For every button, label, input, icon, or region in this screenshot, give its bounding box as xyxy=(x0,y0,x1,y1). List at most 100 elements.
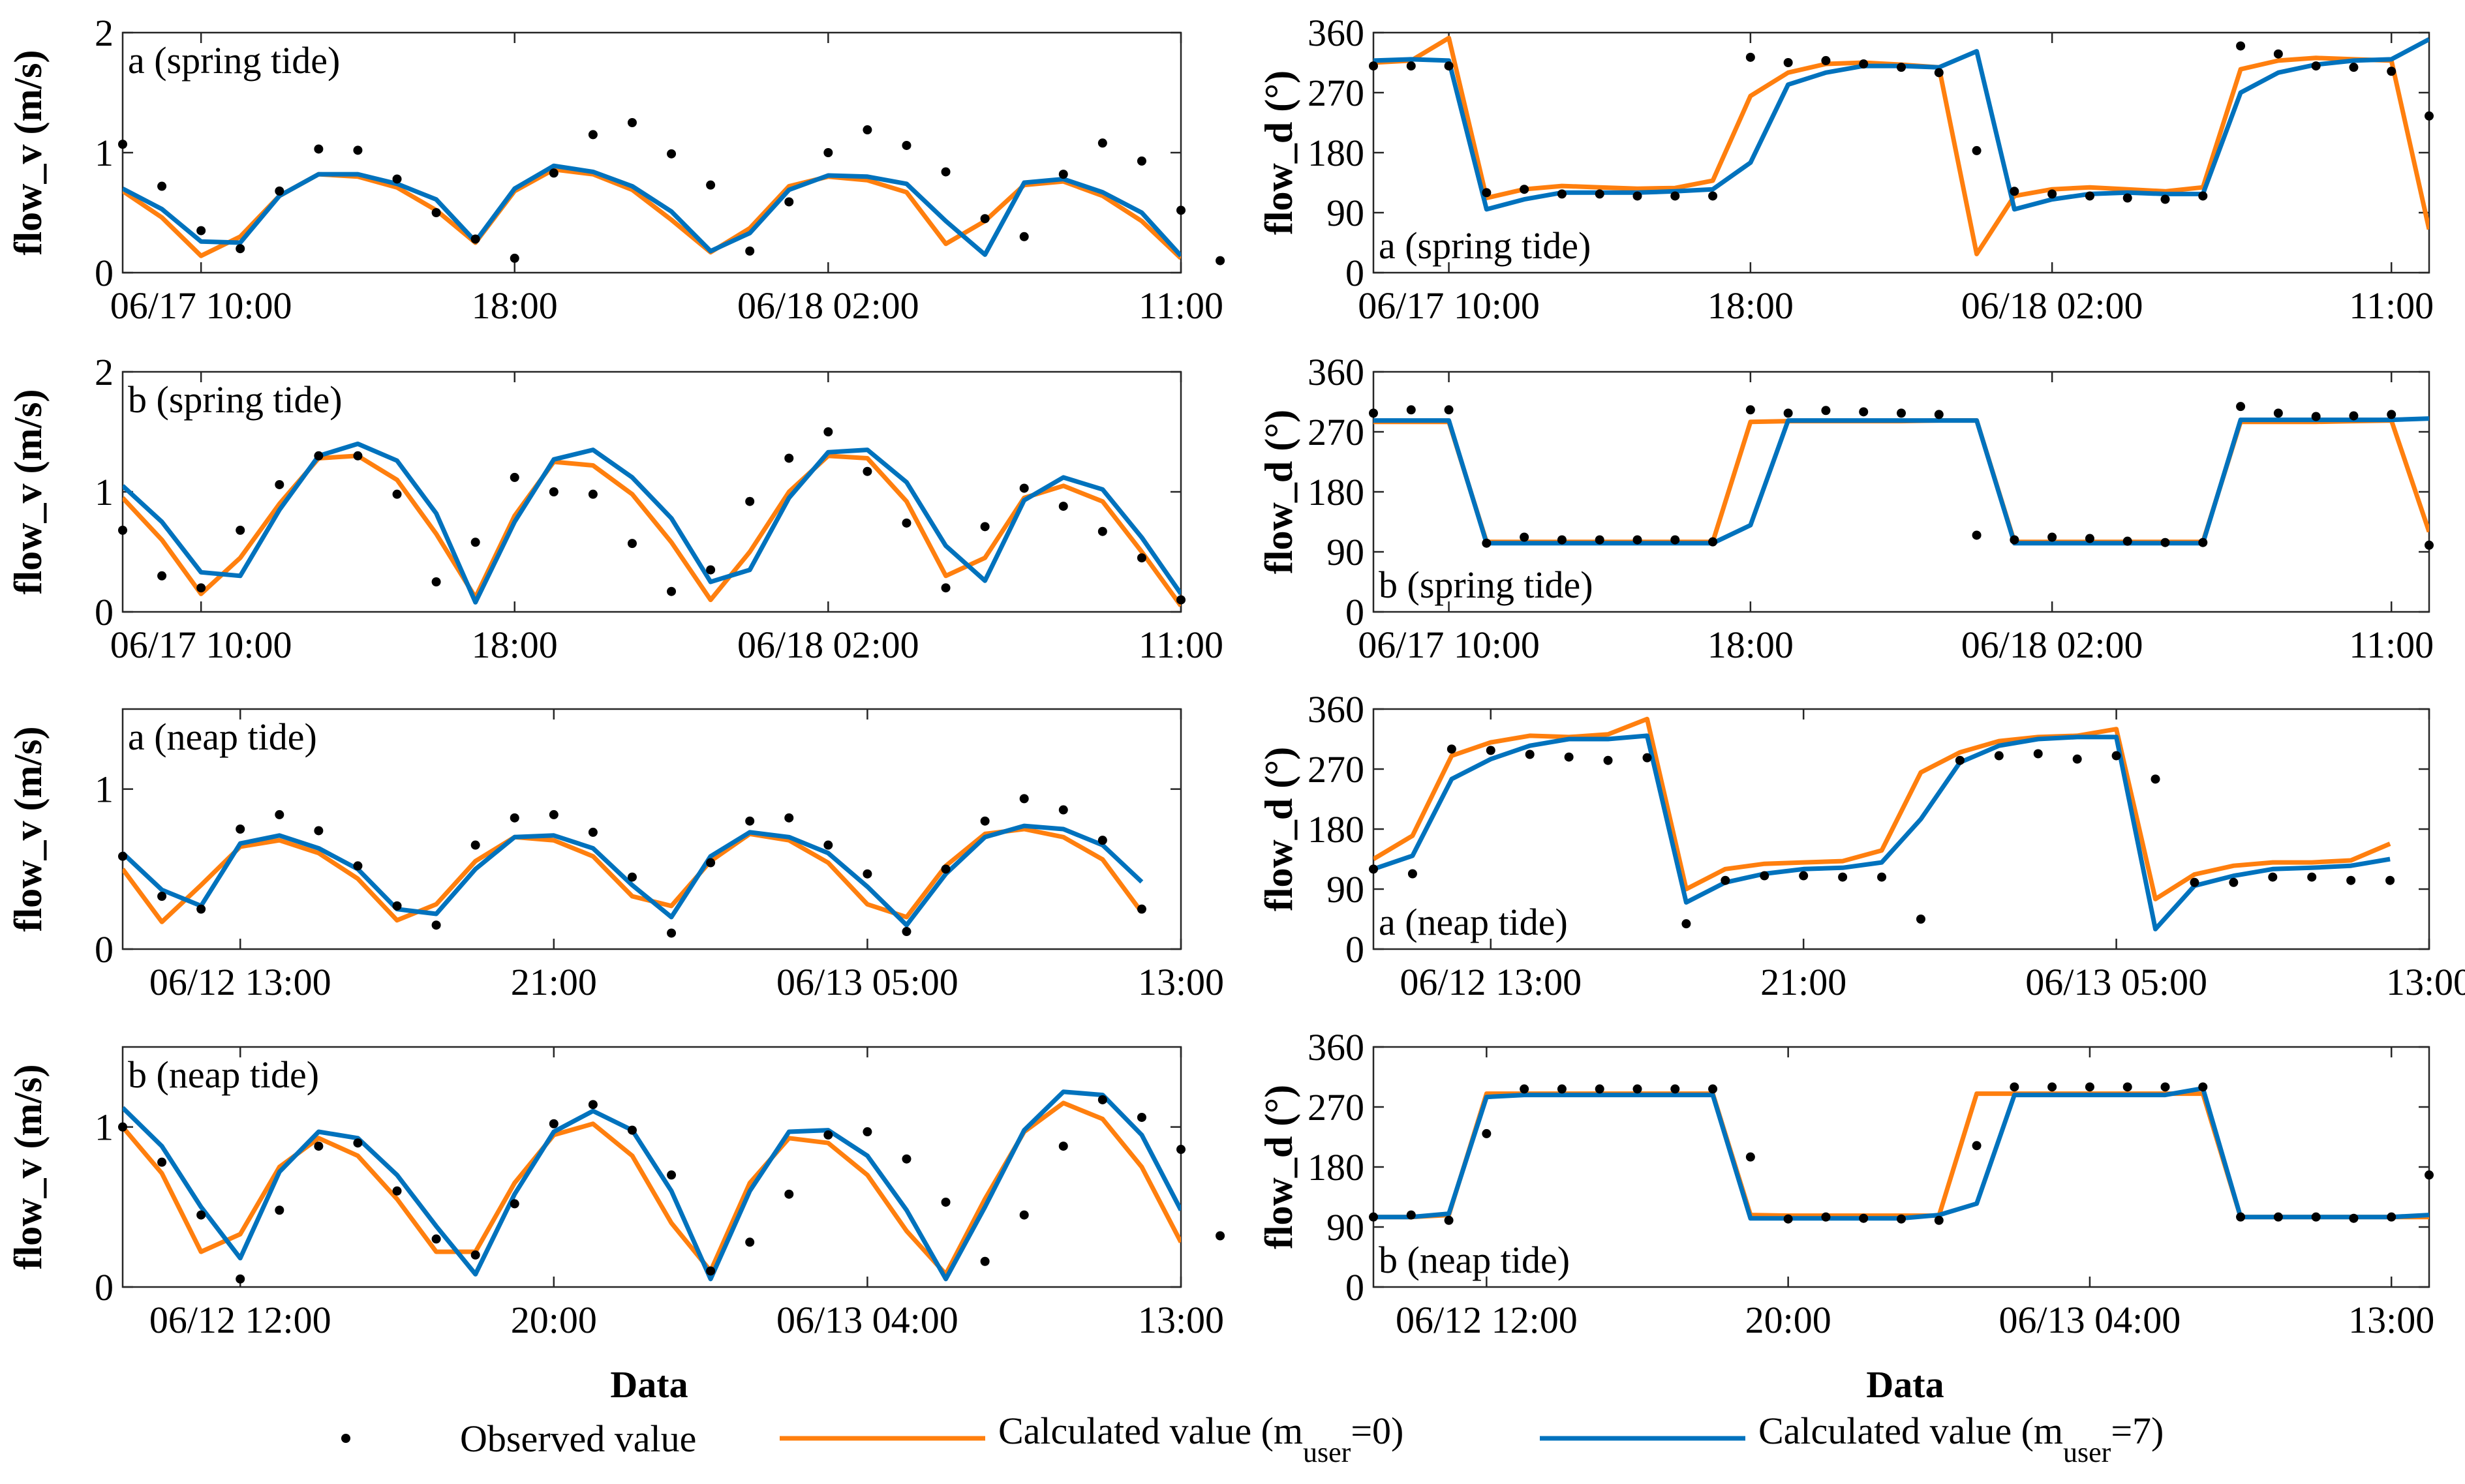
observed-point xyxy=(627,872,637,882)
observed-point xyxy=(2273,1212,2283,1222)
observed-point xyxy=(1097,836,1107,845)
x-tick-label: 20:00 xyxy=(511,1299,597,1341)
y-tick-label: 0 xyxy=(95,591,114,633)
observed-point xyxy=(2190,877,2199,887)
legend: Observed value Calculated value (muser=0… xyxy=(341,1410,2164,1468)
observed-point xyxy=(275,186,284,196)
panel-4: 0 90 180 270 360 06/17 10:00 18:00 06/18 02:00 1… xyxy=(1257,351,2434,666)
observed-point xyxy=(1783,58,1793,67)
observed-point xyxy=(1058,502,1068,511)
observed-point xyxy=(1520,1084,1529,1094)
observed-point xyxy=(314,826,324,836)
observed-point xyxy=(1137,904,1146,914)
observed-point xyxy=(2236,1212,2246,1222)
y-tick-label: 1 xyxy=(95,471,114,513)
panel-1: 0 1 2 06/17 10:00 18:00 06/18 02:00 11:00 flow_… xyxy=(7,12,1225,327)
observed-point xyxy=(2160,1082,2170,1092)
observed-point xyxy=(1994,751,2004,761)
observed-point xyxy=(1783,1214,1793,1224)
y-axis-label: flow_d (°) xyxy=(1257,747,1300,911)
observed-point xyxy=(2349,63,2359,72)
observed-point xyxy=(2311,61,2321,71)
y-tick-label: 0 xyxy=(95,252,114,294)
x-tick-label: 21:00 xyxy=(1760,961,1846,1003)
observed-point xyxy=(2160,194,2170,204)
observed-point xyxy=(667,928,677,938)
observed-point xyxy=(2010,1082,2019,1092)
observed-point xyxy=(2385,875,2395,885)
observed-point xyxy=(745,496,755,506)
panel-8: 0 90 180 270 360 06/12 12:00 20:00 06/13 04:00 1… xyxy=(1257,1026,2434,1341)
observed-point xyxy=(1137,553,1146,563)
observed-point xyxy=(275,479,284,489)
observed-point xyxy=(1447,744,1456,754)
panel-label: a (spring tide) xyxy=(1379,224,1591,267)
observed-point xyxy=(863,466,872,476)
x-tick-label: 11:00 xyxy=(2349,284,2434,327)
observed-point xyxy=(1097,1095,1107,1104)
observed-point xyxy=(2198,538,2208,547)
plot-area xyxy=(1372,31,2430,274)
y-axis-label: flow_v (m/s) xyxy=(7,1065,50,1270)
observed-point xyxy=(2311,1212,2321,1222)
observed-point xyxy=(353,861,363,871)
observed-point xyxy=(1595,189,1604,199)
observed-point xyxy=(118,851,127,861)
observed-point xyxy=(2198,1082,2208,1092)
observed-point xyxy=(588,489,598,499)
observed-point xyxy=(784,813,794,823)
legend-observed-label: Observed value xyxy=(460,1417,696,1460)
observed-point xyxy=(2122,1082,2132,1092)
x-tick-label: 06/17 10:00 xyxy=(1358,624,1540,666)
x-tick-label: 06/12 13:00 xyxy=(1400,961,1582,1003)
observed-point xyxy=(1444,405,1454,415)
observed-point xyxy=(236,525,245,535)
observed-point xyxy=(2072,754,2082,764)
x-tick-label: 18:00 xyxy=(472,284,558,327)
observed-point xyxy=(706,1266,716,1276)
observed-point xyxy=(1097,526,1107,536)
observed-point xyxy=(902,1154,911,1164)
y-tick-label: 1 xyxy=(95,1106,114,1149)
observed-point xyxy=(1859,59,1869,69)
legend-calc-m7-suffix: =7) xyxy=(2111,1410,2164,1452)
observed-point xyxy=(510,1199,519,1209)
observed-point xyxy=(2047,189,2057,199)
legend-observed-marker xyxy=(341,1434,350,1443)
y-tick-label: 1 xyxy=(95,768,114,811)
observed-point xyxy=(157,1157,167,1167)
y-tick-label: 2 xyxy=(95,12,114,54)
observed-point xyxy=(470,840,480,850)
observed-point xyxy=(1369,1212,1378,1222)
observed-point xyxy=(1019,1210,1029,1220)
observed-point xyxy=(588,827,598,837)
x-tick-label: 13:00 xyxy=(2386,961,2465,1003)
observed-point xyxy=(823,148,833,157)
observed-point xyxy=(1603,755,1613,765)
observed-point xyxy=(1058,170,1068,179)
y-tick-label: 360 xyxy=(1308,688,1364,731)
observed-point xyxy=(627,1125,637,1135)
panel-2: 0 90 180 270 360 06/17 10:00 18:00 06/18 02:00 1… xyxy=(1257,12,2434,327)
observed-point xyxy=(353,1138,363,1148)
observed-point xyxy=(784,197,794,207)
observed-point xyxy=(1557,189,1567,199)
observed-point xyxy=(1019,794,1029,804)
y-tick-label: 90 xyxy=(1326,192,1364,234)
observed-point xyxy=(1444,61,1454,71)
observed-point xyxy=(431,208,441,217)
observed-point xyxy=(1670,535,1680,545)
observed-point xyxy=(1708,537,1718,547)
observed-point xyxy=(1708,1084,1718,1094)
observed-point xyxy=(980,816,990,826)
observed-point xyxy=(784,1189,794,1199)
observed-point xyxy=(1934,410,1944,419)
observed-point xyxy=(2349,411,2359,421)
observed-point xyxy=(1137,1112,1146,1122)
observed-point xyxy=(823,1130,833,1140)
observed-point xyxy=(1564,752,1574,762)
series-calc-m7-line xyxy=(123,823,1144,928)
y-tick-label: 360 xyxy=(1308,12,1364,54)
x-tick-label: 18:00 xyxy=(472,624,558,666)
